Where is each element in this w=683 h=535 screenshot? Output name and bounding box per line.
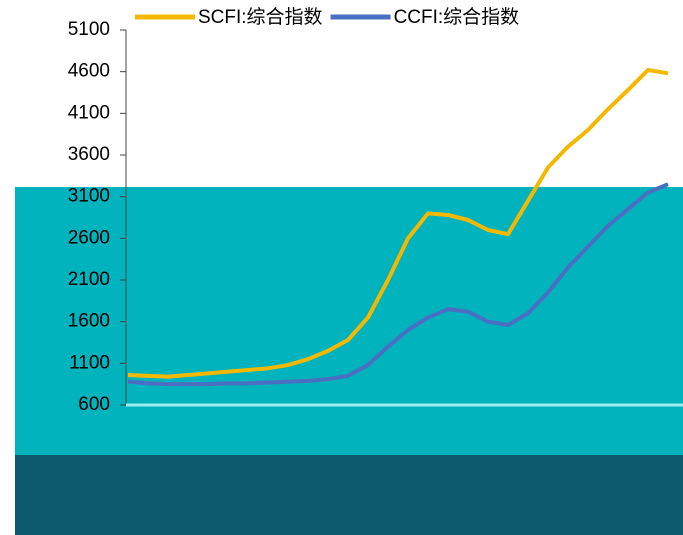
y-tick-label: 3600 <box>68 144 110 165</box>
y-tick-label: 4100 <box>68 102 110 123</box>
y-tick-label: 4600 <box>68 61 110 82</box>
series-line <box>127 68 669 379</box>
y-tick-label: 1600 <box>68 311 110 332</box>
y-tick-label: 600 <box>78 394 110 415</box>
y-tick-label: 5100 <box>68 19 110 40</box>
y-tick-label: 2100 <box>68 269 110 290</box>
series-line <box>127 182 669 387</box>
y-tick-label: 1100 <box>69 352 110 373</box>
y-tick-label: 2600 <box>68 227 110 248</box>
y-tick-label: 3100 <box>68 186 110 207</box>
glitch-band-dark <box>15 455 683 535</box>
legend-label: CCFI:综合指数 <box>394 6 520 28</box>
legend-label: SCFI:综合指数 <box>198 6 323 28</box>
